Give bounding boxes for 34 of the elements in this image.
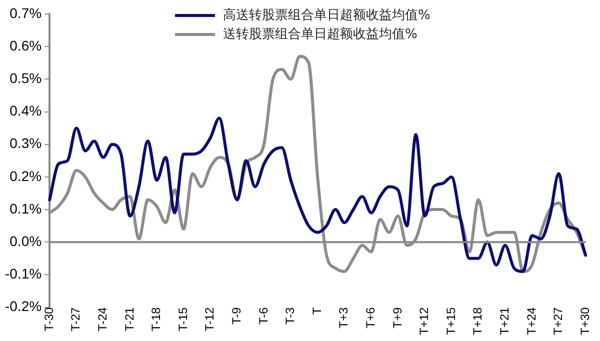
y-tick-label: 0.3% — [10, 135, 42, 152]
x-tick-label: T-21 — [122, 306, 136, 332]
x-tick-label: T+15 — [444, 306, 458, 335]
y-tick-label: 0.6% — [10, 37, 42, 54]
x-tick-label: T+30 — [578, 306, 592, 335]
x-tick-label: T+9 — [390, 306, 404, 328]
x-tick-label: T-9 — [229, 306, 244, 325]
y-tick-label: 0.4% — [10, 102, 42, 119]
y-tick-label: -0.2% — [4, 298, 42, 314]
x-tick-label: T+21 — [498, 306, 512, 335]
x-tick-label: T-24 — [95, 306, 110, 332]
y-tick-label: 0.0% — [10, 232, 42, 249]
x-tick-label: T — [310, 306, 324, 315]
x-tick-label: T-12 — [202, 306, 217, 332]
x-tick-label: T+24 — [524, 306, 538, 335]
x-tick-label: T-30 — [42, 306, 56, 332]
y-tick-label: 0.2% — [10, 168, 42, 184]
y-tick-label: 0.1% — [10, 200, 42, 216]
x-tick-label: T-6 — [256, 306, 270, 325]
legend-label: 送转股票组合单日超额收益均值% — [223, 26, 418, 44]
x-tick-label: T-18 — [149, 306, 164, 332]
x-tick-label: T+12 — [417, 306, 432, 335]
legend-label: 高送转股票组合单日超额收益均值% — [223, 7, 430, 25]
x-tick-label: T+27 — [551, 306, 566, 335]
x-tick-label: T-3 — [283, 306, 298, 325]
y-tick-label: -0.1% — [4, 266, 42, 282]
y-tick-label: 0.5% — [10, 70, 42, 86]
x-tick-label: T+6 — [364, 306, 378, 328]
x-tick-label: T-27 — [68, 306, 83, 332]
x-tick-label: T-15 — [176, 306, 190, 332]
x-tick-label: T+18 — [470, 306, 485, 335]
line-series — [48, 116, 588, 273]
x-tick-label: T+3 — [336, 306, 351, 328]
y-tick-label: 0.7% — [10, 4, 42, 21]
